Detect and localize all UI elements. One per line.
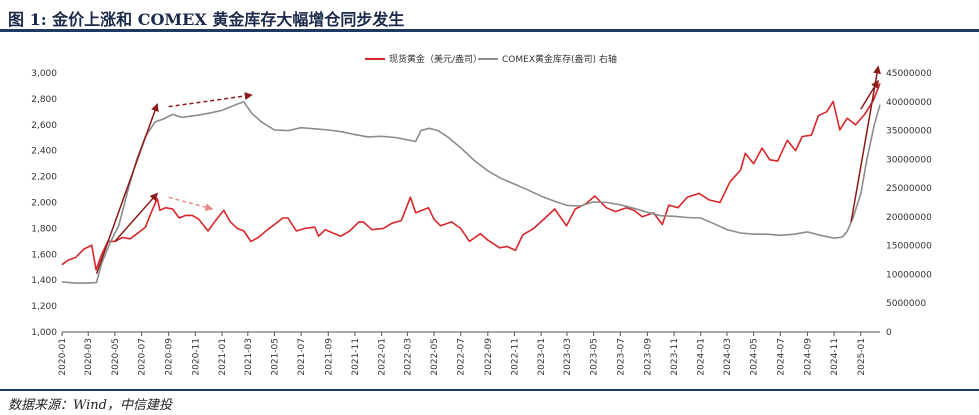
y-left-tick-label: 2,600 xyxy=(31,121,57,131)
y-left-tick-label: 2,800 xyxy=(31,95,57,105)
x-tick-label: 2022-03 xyxy=(403,338,413,376)
x-tick-label: 2022-01 xyxy=(378,338,388,376)
legend-label-stock: COMEX黄金库存(盎司) 右轴 xyxy=(502,53,617,65)
y-right-tick-label: 20000000 xyxy=(886,213,932,223)
x-tick-label: 2020-01 xyxy=(58,338,68,376)
y-right-tick-label: 30000000 xyxy=(886,155,932,165)
x-tick-label: 2024-11 xyxy=(830,338,840,376)
y-left-tick-label: 2,400 xyxy=(31,147,57,157)
x-tick-label: 2025-01 xyxy=(857,338,867,376)
y-left-tick-label: 1,200 xyxy=(31,302,57,312)
chart-legend: 现货黄金（美元/盎司） COMEX黄金库存(盎司) 右轴 xyxy=(365,53,617,65)
x-tick-label: 2021-03 xyxy=(244,338,254,376)
y-left-tick-label: 2,200 xyxy=(31,173,57,183)
x-tick-label: 2021-09 xyxy=(324,338,334,376)
x-tick-label: 2024-05 xyxy=(750,338,760,376)
y-right-tick-label: 15000000 xyxy=(886,242,932,252)
annotation-layer xyxy=(95,65,881,274)
bottom-rule xyxy=(0,389,979,391)
x-tick-label: 2020-11 xyxy=(191,338,201,376)
x-tick-label: 2022-09 xyxy=(484,338,494,376)
annotation-arrow xyxy=(168,196,214,212)
y-right-tick-label: 0 xyxy=(886,328,892,338)
y-right-tick-label: 5000000 xyxy=(886,299,926,309)
x-tick-label: 2023-07 xyxy=(616,338,626,376)
x-tick-label: 2021-11 xyxy=(351,338,361,376)
x-tick-label: 2020-09 xyxy=(165,338,175,376)
y-right-tick-label: 45000000 xyxy=(886,69,932,79)
annotation-arrow xyxy=(95,103,159,274)
annotation-arrow xyxy=(114,192,158,242)
x-tick-label: 2024-03 xyxy=(723,338,733,376)
figure-title: 图 1: 金价上涨和 COMEX 黄金库存大幅增仓同步发生 xyxy=(8,10,405,29)
x-tick-label: 2023-11 xyxy=(670,338,680,376)
y-right-tick-label: 10000000 xyxy=(886,270,932,280)
x-tick-label: 2024-01 xyxy=(697,338,707,376)
series-line-comex-stock xyxy=(61,101,881,284)
x-tick-label: 2022-05 xyxy=(430,338,440,376)
y-right-tick-label: 35000000 xyxy=(886,127,932,137)
gold-vs-comex-chart: 现货黄金（美元/盎司） COMEX黄金库存(盎司) 右轴 1,0001,2001… xyxy=(31,53,932,376)
x-tick-label: 2021-05 xyxy=(270,338,280,376)
y-left-tick-label: 1,400 xyxy=(31,276,57,286)
y-left-tick-label: 3,000 xyxy=(31,69,57,79)
x-tick-label: 2021-01 xyxy=(218,338,228,376)
source-note: 数据来源：Wind，中信建投 xyxy=(8,398,172,413)
y-left-tick-label: 1,600 xyxy=(31,250,57,260)
annotation-arrow xyxy=(850,65,881,223)
y-right-tick-label: 25000000 xyxy=(886,184,932,194)
y-left-tick-label: 1,000 xyxy=(31,328,57,338)
y-left-tick-label: 1,800 xyxy=(31,224,57,234)
x-tick-label: 2021-07 xyxy=(297,338,307,376)
series-line-gold-price xyxy=(61,83,881,271)
x-tick-label: 2020-07 xyxy=(138,338,148,376)
x-tick-label: 2023-05 xyxy=(590,338,600,376)
x-tick-label: 2023-01 xyxy=(537,338,547,376)
legend-label-gold: 现货黄金（美元/盎司） xyxy=(389,53,482,65)
x-tick-label: 2020-05 xyxy=(111,338,121,376)
annotation-arrow xyxy=(860,79,879,110)
chart-axes: 1,000 1,200 1,400 1,600 1,800 2,000 2,200 2,400… xyxy=(31,69,932,376)
top-rule xyxy=(0,29,979,32)
series-layer xyxy=(61,83,881,284)
x-tick-label: 2024-07 xyxy=(776,338,786,376)
y-left-tick-label: 2,000 xyxy=(31,199,57,209)
x-tick-label: 2020-03 xyxy=(84,338,94,376)
x-tick-label: 2022-11 xyxy=(511,338,521,376)
annotation-arrow xyxy=(168,92,253,108)
x-tick-label: 2023-09 xyxy=(643,338,653,376)
x-tick-label: 2024-09 xyxy=(803,338,813,376)
x-tick-label: 2023-03 xyxy=(563,338,573,376)
x-tick-label: 2022-07 xyxy=(457,338,467,376)
y-right-tick-label: 40000000 xyxy=(886,98,932,108)
